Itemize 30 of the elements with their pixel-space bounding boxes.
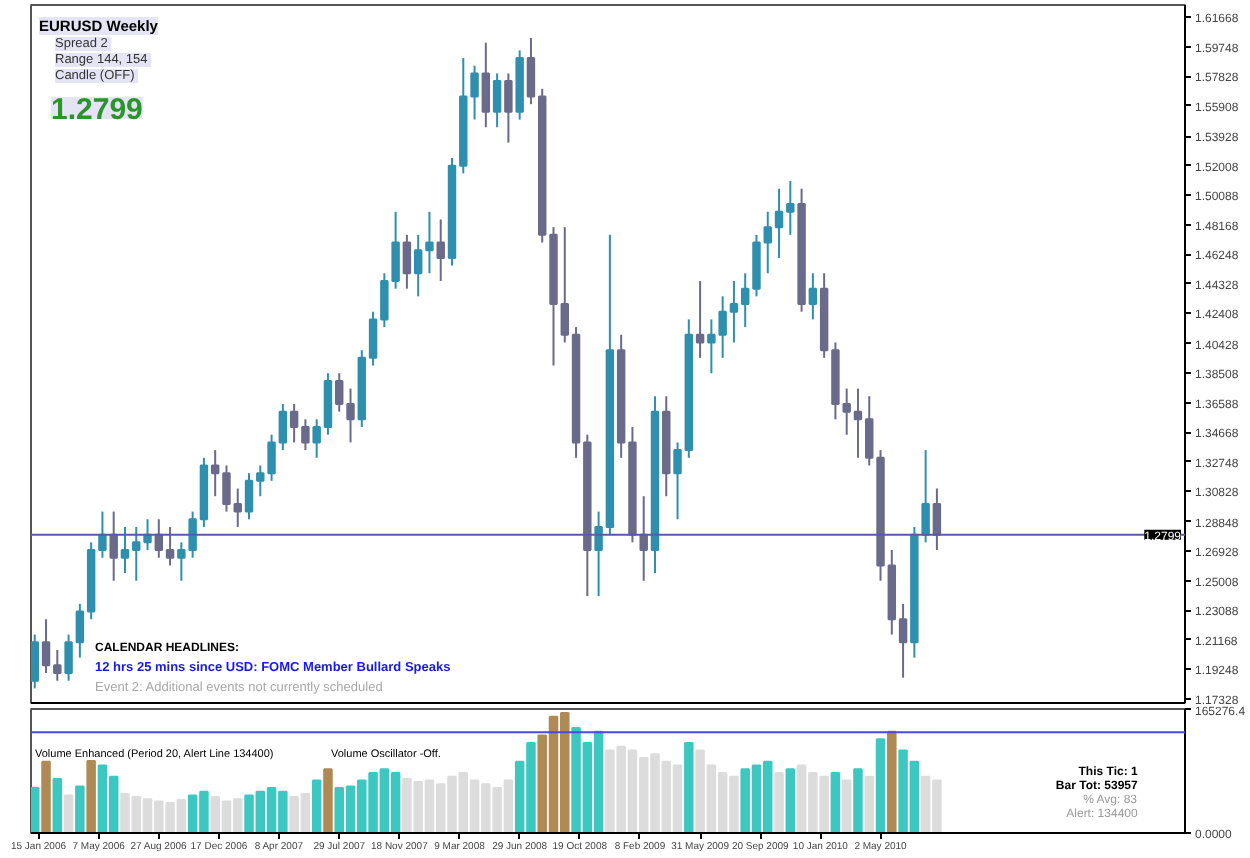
bar xyxy=(311,779,322,833)
bar xyxy=(841,779,852,833)
bar xyxy=(75,785,85,833)
bar xyxy=(864,775,875,833)
candlestick xyxy=(932,487,942,552)
candlestick xyxy=(31,633,39,690)
annotation: 1.2799 xyxy=(51,93,143,127)
candlestick xyxy=(695,279,705,359)
bar xyxy=(875,738,886,833)
candlestick xyxy=(402,233,412,290)
candlestick xyxy=(808,272,818,321)
candlestick xyxy=(481,41,491,129)
candlestick xyxy=(921,449,930,544)
bar xyxy=(887,730,897,833)
bar xyxy=(774,771,784,833)
bar xyxy=(86,759,96,833)
candlestick xyxy=(492,72,502,129)
bar xyxy=(31,786,40,833)
bar xyxy=(63,794,74,833)
bar xyxy=(830,771,841,833)
candlestick xyxy=(109,510,118,582)
candlestick xyxy=(639,495,648,582)
bar xyxy=(684,741,694,833)
candlestick xyxy=(504,72,513,144)
bar xyxy=(853,768,863,833)
bar xyxy=(41,760,51,833)
candlestick xyxy=(436,218,445,282)
bar xyxy=(52,777,63,833)
bar xyxy=(323,768,333,833)
bar xyxy=(785,768,796,833)
